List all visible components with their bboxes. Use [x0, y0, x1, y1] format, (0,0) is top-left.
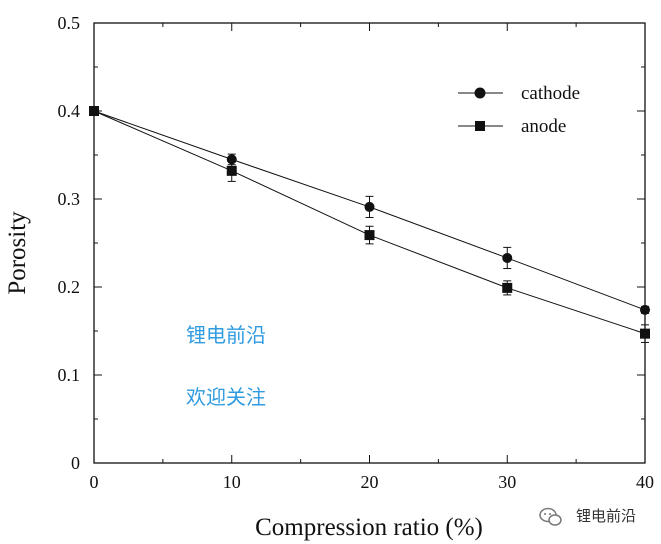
legend: cathode anode: [458, 83, 580, 137]
series-anode: [89, 106, 650, 343]
y-tick-label: 0.4: [58, 101, 81, 121]
axis-ticks: [93, 22, 646, 464]
data-point-anode: [640, 328, 650, 339]
x-tick-label: 0: [90, 472, 99, 492]
legend-label-anode: anode: [521, 116, 566, 137]
series-cathode: [89, 106, 650, 315]
data-point-anode: [89, 106, 99, 116]
series-layer: [89, 106, 650, 343]
x-tick-label: 30: [498, 472, 516, 492]
y-tick-label: 0.1: [58, 365, 81, 385]
data-point-anode: [226, 165, 237, 176]
watermark-line-1: 锂电前沿: [186, 323, 266, 347]
data-point-anode: [364, 230, 375, 241]
data-point-anode: [502, 282, 513, 293]
y-tick-label: 0.2: [58, 277, 81, 297]
y-tick-label: 0.5: [58, 13, 81, 33]
data-point-cathode: [640, 304, 650, 315]
wechat-icon: [539, 507, 562, 526]
watermark-badge-text: 锂电前沿: [576, 507, 636, 525]
y-axis-title: Porosity: [4, 211, 31, 295]
x-tick-label: 40: [636, 472, 654, 492]
y-tick-label: 0.3: [58, 189, 81, 209]
y-tick-labels: 0 0.1 0.2 0.3 0.4 0.5: [58, 13, 81, 473]
legend-marker-cathode: [474, 87, 486, 99]
x-axis-title: Compression ratio (%): [255, 514, 483, 541]
legend-marker-anode: [475, 121, 485, 131]
data-point-cathode: [226, 154, 237, 165]
x-tick-labels: 0 10 20 30 40: [90, 472, 655, 492]
legend-label-cathode: cathode: [521, 83, 580, 104]
y-tick-label: 0: [71, 453, 80, 473]
x-tick-label: 10: [223, 472, 241, 492]
x-tick-label: 20: [361, 472, 379, 492]
series-line-anode: [93, 110, 646, 335]
data-point-cathode: [364, 201, 375, 212]
data-point-cathode: [502, 252, 513, 263]
watermark-line-2: 欢迎关注: [186, 385, 266, 409]
watermark-badge: 锂电前沿: [539, 507, 636, 526]
